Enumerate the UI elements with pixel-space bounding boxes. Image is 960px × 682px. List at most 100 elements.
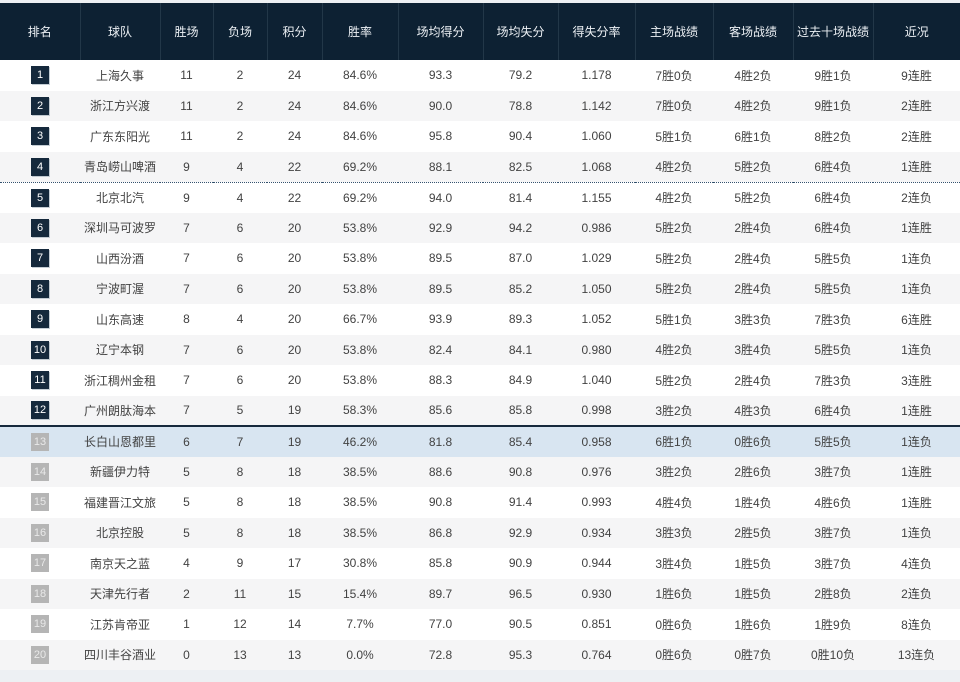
cell-points-ratio: 1.142: [581, 98, 612, 113]
team-row[interactable]: 5 北京北汽 9 4 22 69.2% 94.0 81.4 1.155 4胜2负…: [0, 182, 960, 213]
rank-badge: 11: [31, 371, 49, 390]
cell-avg-points-for: 92.9: [428, 220, 453, 235]
cell-points-ratio: 1.155: [581, 190, 612, 205]
header-row: 排名 球队 胜场 负场 积分 胜率 场均得分 场均失分 得失分率 主场战绩 客场…: [0, 3, 960, 60]
cell-away-record: 4胜2负: [734, 68, 772, 83]
cell-team: 四川丰谷酒业: [83, 648, 156, 663]
rank-badge: 12: [31, 401, 49, 420]
cell-losses: 6: [236, 251, 244, 266]
team-row[interactable]: 3 广东东阳光 11 2 24 84.6% 95.8 90.4 1.060 5胜…: [0, 121, 960, 152]
cell-home-record: 5胜2负: [655, 282, 693, 297]
cell-home-record: 0胜6负: [655, 648, 693, 663]
cell-away-record: 3胜4负: [734, 343, 772, 358]
cell-team: 北京北汽: [95, 191, 144, 205]
cell-away-record: 4胜3负: [713, 395, 793, 427]
team-row[interactable]: 9 山东高速 8 4 20 66.7% 93.9 89.3 1.052 5胜1负…: [0, 304, 960, 335]
cell-rank: 6: [0, 213, 80, 244]
cell-points: 20: [287, 281, 302, 296]
rank-badge: 17: [31, 554, 49, 573]
team-row[interactable]: 7 山西汾酒 7 6 20 53.8% 89.5 87.0 1.029 5胜2负…: [0, 243, 960, 274]
column-header-points: 积分: [267, 3, 323, 60]
cell-points-ratio: 0.958: [581, 434, 612, 449]
cell-avg-points-for: 85.6: [398, 395, 483, 427]
cell-wins: 5: [183, 525, 190, 540]
cell-home-record: 5胜1负: [655, 129, 693, 144]
cell-team: 山东高速: [95, 312, 144, 327]
cell-team: 宁波町渥: [95, 282, 144, 297]
team-row[interactable]: 16 北京控股 5 8 18 38.5% 86.8 92.9 0.934 3胜3…: [0, 517, 960, 548]
cell-avg-points-for: 90.0: [428, 98, 453, 113]
cell-wins: 1: [183, 617, 190, 632]
cell-points: 20: [287, 342, 302, 357]
rank-badge: 20: [31, 645, 49, 664]
cell-team: 江苏肯帝亚: [89, 617, 150, 632]
cell-team: 广东东阳光: [89, 129, 150, 144]
cell-last-ten-record: 7胜3负: [814, 373, 852, 388]
cell-points-ratio: 0.980: [581, 342, 612, 357]
team-row[interactable]: 11 浙江稠州金租 7 6 20 53.8% 88.3 84.9 1.040 5…: [0, 365, 960, 396]
cell-win-rate: 38.5%: [342, 464, 378, 479]
cell-last-ten-record: 6胜4负: [814, 221, 852, 236]
cell-team: 福建晋江文旅: [83, 495, 156, 510]
cell-home-record: 7胜0负: [655, 68, 693, 83]
cell-away-record: 5胜2负: [734, 191, 772, 205]
cell-points-ratio: 0.764: [581, 647, 612, 662]
cell-losses: 11: [233, 586, 247, 601]
cell-points: 22: [267, 151, 322, 183]
cell-rank: 12: [0, 395, 80, 427]
rank-badge: 13: [31, 432, 49, 451]
cell-last-ten-record: 9胜1负: [814, 68, 852, 83]
cell-avg-points-for: 89.7: [428, 586, 453, 601]
cell-team: 浙江稠州金租: [83, 373, 156, 388]
team-row[interactable]: 15 福建晋江文旅 5 8 18 38.5% 90.8 91.4 0.993 4…: [0, 487, 960, 518]
cell-points: 20: [287, 251, 302, 266]
team-row[interactable]: 19 江苏肯帝亚 1 12 14 7.7% 77.0 90.5 0.851 0胜…: [0, 609, 960, 640]
team-row[interactable]: 17 南京天之蓝 4 9 17 30.8% 85.8 90.9 0.944 3胜…: [0, 548, 960, 579]
cell-avg-points-for: 93.9: [428, 312, 453, 327]
cell-win-rate: 53.8%: [342, 251, 378, 266]
cell-win-rate: 58.3%: [322, 395, 398, 427]
cell-avg-points-for: 89.5: [428, 281, 453, 296]
team-row[interactable]: 20 四川丰谷酒业 0 13 13 0.0% 72.8 95.3 0.764 0…: [0, 639, 960, 671]
cell-rank: 20: [0, 640, 80, 671]
cell-win-rate: 46.2%: [342, 434, 378, 449]
cell-rank: 4: [0, 151, 80, 183]
cell-wins: 7: [183, 281, 190, 296]
cell-home-record: 5胜2负: [655, 373, 693, 388]
cell-streak: 4连负: [901, 556, 932, 571]
rank-badge: 7: [31, 249, 49, 268]
cell-team: 南京天之蓝: [89, 556, 150, 571]
cell-win-rate: 53.8%: [342, 342, 378, 357]
cell-points: 20: [287, 373, 302, 388]
cell-win-rate: 38.5%: [342, 495, 378, 510]
cell-away-record: 4胜2负: [734, 99, 772, 114]
team-row[interactable]: 14 新疆伊力特 5 8 18 38.5% 88.6 90.8 0.976 3胜…: [0, 456, 960, 487]
cell-streak: 13连负: [897, 648, 936, 663]
cell-losses: 6: [236, 220, 244, 235]
cell-away-record: 1胜5负: [734, 556, 772, 571]
team-row[interactable]: 4 青岛崂山啤酒 9 4 22 69.2% 88.1 82.5 1.068 4胜…: [0, 151, 960, 183]
cell-rank: 7: [0, 243, 80, 274]
team-row[interactable]: 2 浙江方兴渡 11 2 24 84.6% 90.0 78.8 1.142 7胜…: [0, 90, 960, 121]
team-row[interactable]: 8 宁波町渥 7 6 20 53.8% 89.5 85.2 1.050 5胜2负…: [0, 273, 960, 304]
column-header-away-record: 客场战绩: [713, 3, 794, 60]
cell-away-record: 0胜7负: [734, 648, 772, 663]
cell-rank: 1: [0, 60, 80, 91]
team-row[interactable]: 12 广州朗肽海本 7 5 19 58.3% 85.6 85.8 0.998 3…: [0, 395, 960, 427]
team-row[interactable]: 6 深圳马可波罗 7 6 20 53.8% 92.9 94.2 0.986 5胜…: [0, 212, 960, 244]
cell-avg-points-for: 82.4: [428, 342, 453, 357]
rank-badge: 9: [31, 310, 49, 329]
cell-avg-points-against: 78.8: [508, 98, 533, 113]
cell-away-record: 5胜2负: [713, 151, 793, 183]
rank-badge: 14: [31, 462, 49, 481]
team-row[interactable]: 10 辽宁本钢 7 6 20 53.8% 82.4 84.1 0.980 4胜2…: [0, 334, 960, 365]
cell-away-record: 2胜4负: [734, 251, 772, 266]
team-row[interactable]: 18 天津先行者 2 11 15 15.4% 89.7 96.5 0.930 1…: [0, 578, 960, 609]
cell-points: 24: [287, 68, 302, 83]
cell-points: 19: [287, 434, 302, 449]
cell-avg-points-against: 84.9: [508, 373, 533, 388]
team-row[interactable]: 1 上海久事 11 2 24 84.6% 93.3 79.2 1.178 7胜0…: [0, 60, 960, 91]
team-row[interactable]: 13 长白山恩都里 6 7 19 46.2% 81.8 85.4 0.958 6…: [0, 426, 960, 457]
cell-points-ratio: 1.050: [581, 281, 612, 296]
column-header-team: 球队: [80, 3, 161, 60]
